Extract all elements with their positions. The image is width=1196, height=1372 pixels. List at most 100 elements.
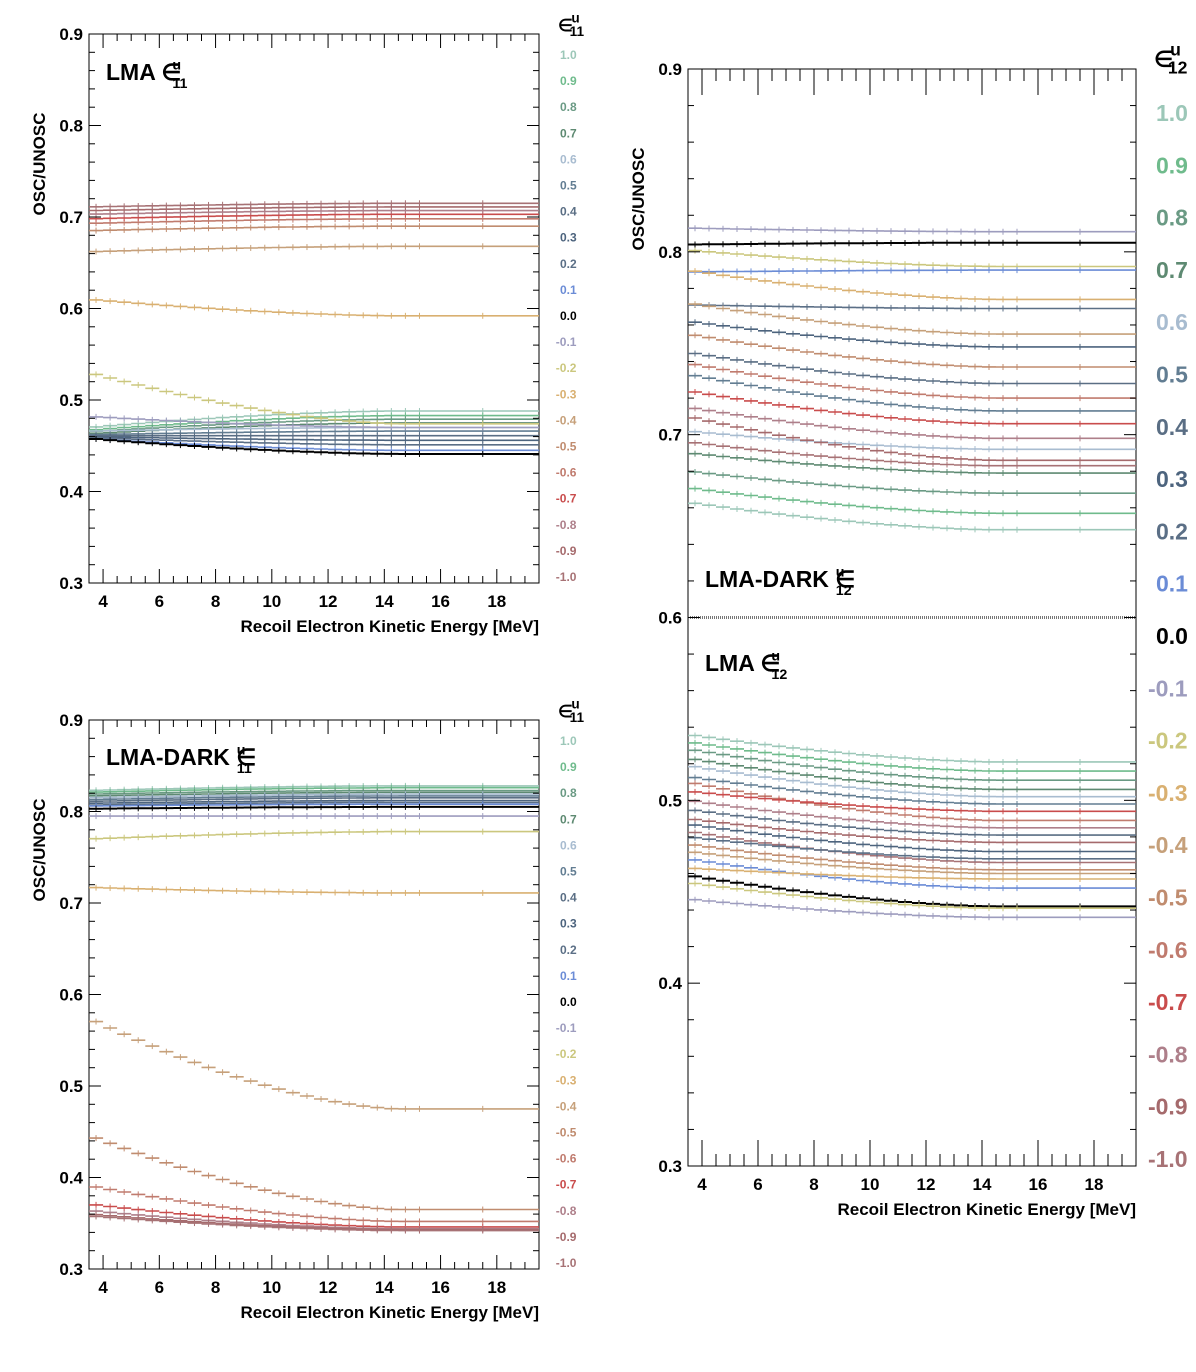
legend-title: ∈ <box>1154 47 1173 72</box>
series-line--0.8 <box>688 407 1136 440</box>
legend-label--1.0: -1.0 <box>1148 1146 1188 1172</box>
series-line--0.5 <box>89 225 539 232</box>
series-dark--0.2 <box>688 247 1136 270</box>
bl-title: LMA-DARK ∈ <box>106 744 256 770</box>
legend-label-0.1: 0.1 <box>560 969 577 983</box>
series-dark-0.1 <box>688 267 1136 275</box>
x-tick-label: 12 <box>319 592 338 611</box>
legend-label--0.4: -0.4 <box>1148 832 1188 858</box>
series-line--1.0 <box>89 202 539 208</box>
series-tl--0.6 <box>89 215 539 227</box>
y-tick-label: 0.9 <box>59 711 83 730</box>
x-tick-label: 14 <box>375 1278 394 1297</box>
r-title-dark-sup: u <box>836 565 845 581</box>
series-line--0.6 <box>89 1186 539 1223</box>
series-bl-0.0 <box>89 803 539 812</box>
legend-label-0.2: 0.2 <box>560 943 577 957</box>
legend-label--1.0: -1.0 <box>556 1256 577 1270</box>
legend-title-sup: u <box>571 10 579 25</box>
series-lma-0.2 <box>688 834 1136 862</box>
legend-label-0.4: 0.4 <box>560 205 577 219</box>
legend-label-0.5: 0.5 <box>560 179 577 193</box>
series-line--0.1 <box>688 898 1136 919</box>
series-line-0.8 <box>688 749 1136 781</box>
y-tick-label: 0.3 <box>59 574 83 593</box>
series-lma-0.7 <box>688 756 1136 793</box>
legend-label--0.6: -0.6 <box>556 1152 577 1166</box>
legend-label-0.6: 0.6 <box>1156 309 1188 335</box>
r-title-lma-sup: u <box>771 649 780 665</box>
legend-label--0.8: -0.8 <box>556 518 577 532</box>
legend-label--0.4: -0.4 <box>556 1099 577 1113</box>
series-dark-0.4 <box>688 350 1136 387</box>
series-line-1.0 <box>688 502 1136 531</box>
tl-title-sup: u <box>172 58 181 74</box>
legend-label--0.1: -0.1 <box>556 1021 577 1035</box>
y-tick-label: 0.8 <box>59 117 83 136</box>
series-dark--0.5 <box>688 332 1136 371</box>
series-lma--0.7 <box>688 788 1136 815</box>
legend-label-0.3: 0.3 <box>1156 466 1188 492</box>
legend-label-0.6: 0.6 <box>560 152 577 166</box>
series-tl-0.0 <box>89 435 539 457</box>
legend-label-0.0: 0.0 <box>560 309 577 323</box>
series-line--0.9 <box>688 818 1136 844</box>
series-line--0.7 <box>89 213 539 220</box>
tl-title-sub: 11 <box>172 76 187 92</box>
series-line--0.3 <box>89 886 539 894</box>
x-tick-label: 4 <box>98 1278 108 1297</box>
series-dark-0.8 <box>688 469 1136 497</box>
series-line--0.9 <box>89 206 539 212</box>
legend-label--0.9: -0.9 <box>556 544 577 558</box>
series-bl--1.0 <box>89 1213 539 1234</box>
series-line-0.0 <box>688 241 1136 246</box>
series-line-0.7 <box>688 758 1136 791</box>
legend-label--0.7: -0.7 <box>556 492 577 506</box>
y-tick-label: 0.7 <box>59 208 83 227</box>
legend-label--0.2: -0.2 <box>556 1047 577 1061</box>
series-line--0.4 <box>688 303 1136 335</box>
series-line-0.4 <box>688 809 1136 836</box>
y-axis-label: OSC/UNOSC <box>629 148 648 251</box>
series-line--0.2 <box>89 373 539 425</box>
legend-label-0.2: 0.2 <box>560 257 577 271</box>
legend-label--0.3: -0.3 <box>556 1073 577 1087</box>
legend-label-0.9: 0.9 <box>560 74 577 88</box>
x-tick-label: 6 <box>155 592 164 611</box>
series-bl--0.3 <box>89 884 539 896</box>
legend-label--0.9: -0.9 <box>1148 1094 1188 1120</box>
series-dark--0.1 <box>688 225 1136 235</box>
series-lma--0.4 <box>688 849 1136 877</box>
series-dark-0.0 <box>688 239 1136 248</box>
series-tl--0.3 <box>89 296 539 319</box>
series-line--0.4 <box>688 851 1136 875</box>
legend-label--0.1: -0.1 <box>556 335 577 349</box>
legend-label-0.1: 0.1 <box>560 283 577 297</box>
series-line--0.7 <box>688 791 1136 813</box>
x-tick-label: 8 <box>211 1278 220 1297</box>
r-title-dark-sub: 12 <box>836 583 852 599</box>
series-line-0.0 <box>89 438 539 455</box>
series-dark-0.5 <box>688 372 1136 414</box>
y-tick-label: 0.3 <box>658 1157 682 1176</box>
y-tick-label: 0.9 <box>658 60 682 79</box>
series-line--0.4 <box>89 1020 539 1110</box>
legend-label-0.2: 0.2 <box>1156 518 1188 544</box>
y-tick-label: 0.9 <box>59 25 83 44</box>
x-tick-label: 4 <box>98 592 108 611</box>
bl-title-sup: u <box>237 743 246 759</box>
series-bl--0.2 <box>89 828 539 842</box>
series-line--0.7 <box>688 391 1136 425</box>
series-dark-1.0 <box>688 500 1136 533</box>
legend-label--0.3: -0.3 <box>1148 780 1188 806</box>
series-line-0.1 <box>688 269 1136 273</box>
legend-label--0.7: -0.7 <box>556 1178 577 1192</box>
x-tick-label: 14 <box>375 592 394 611</box>
y-tick-label: 0.6 <box>59 300 83 319</box>
x-tick-label: 12 <box>319 1278 338 1297</box>
x-axis-label: Recoil Electron Kinetic Energy [MeV] <box>240 1303 539 1322</box>
series-tl--0.1 <box>89 413 539 431</box>
series-lma--0.2 <box>688 880 1136 912</box>
series-line-0.3 <box>688 321 1136 348</box>
x-tick-label: 6 <box>155 1278 164 1297</box>
